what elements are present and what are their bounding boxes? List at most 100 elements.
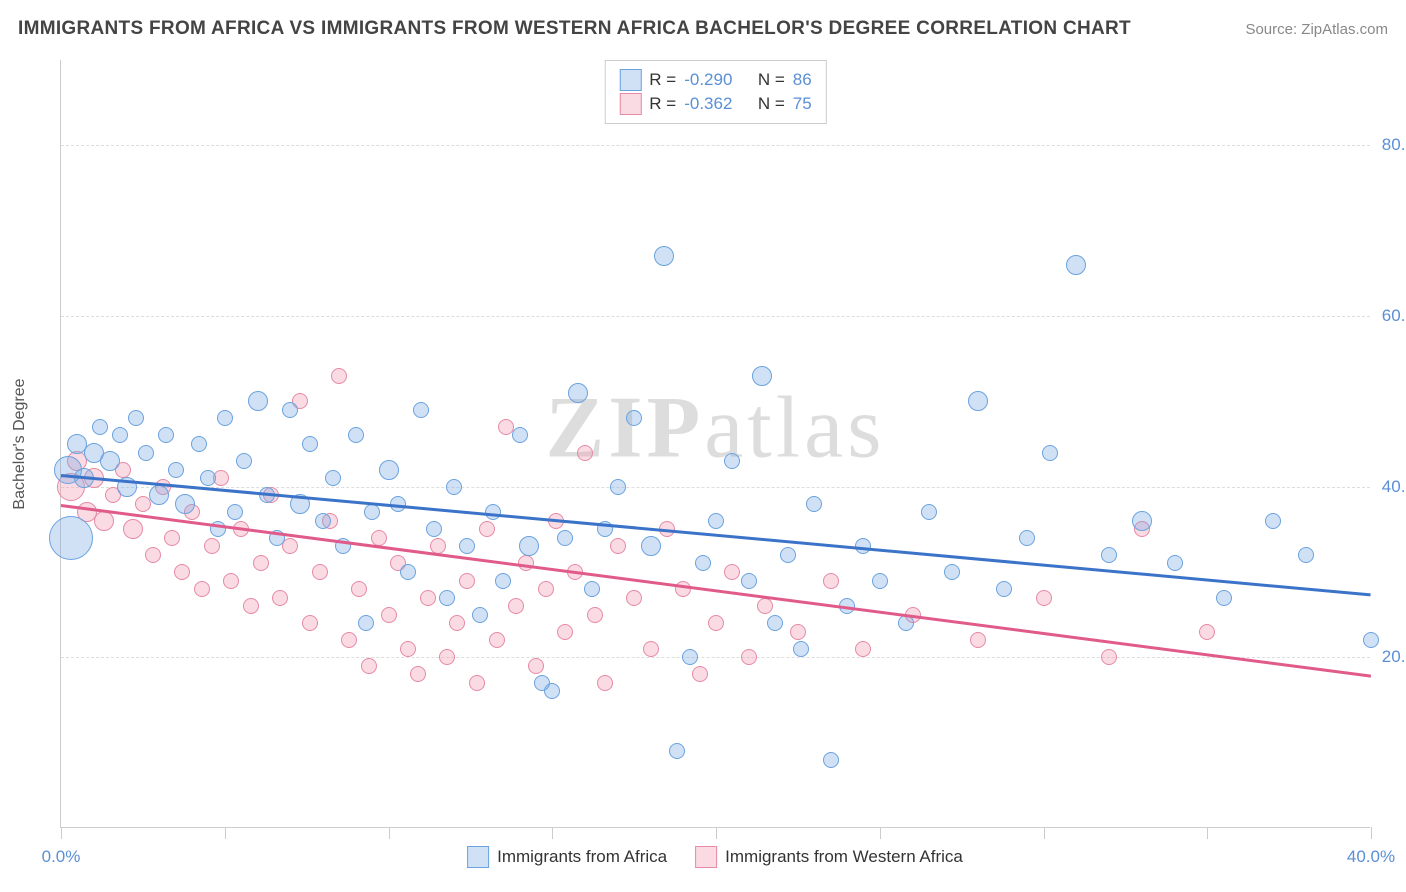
data-point: [757, 598, 773, 614]
data-point: [302, 436, 318, 452]
data-point: [626, 410, 642, 426]
trend-line: [61, 474, 1371, 596]
x-tick-label: 0.0%: [42, 847, 81, 867]
data-point: [970, 632, 986, 648]
x-tick: [880, 827, 881, 839]
data-point: [1265, 513, 1281, 529]
data-point: [138, 445, 154, 461]
data-point: [341, 632, 357, 648]
data-point: [872, 573, 888, 589]
data-point: [325, 470, 341, 486]
data-point: [413, 402, 429, 418]
x-tick: [1207, 827, 1208, 839]
data-point: [1199, 624, 1215, 640]
data-point: [669, 743, 685, 759]
data-point: [996, 581, 1012, 597]
legend-r-value-2: -0.362: [684, 94, 732, 114]
data-point: [174, 564, 190, 580]
data-point: [158, 427, 174, 443]
data-point: [282, 402, 298, 418]
data-point: [1298, 547, 1314, 563]
data-point: [248, 391, 268, 411]
data-point: [790, 624, 806, 640]
data-point: [100, 451, 120, 471]
data-point: [568, 383, 588, 403]
data-point: [439, 649, 455, 665]
data-point: [557, 624, 573, 640]
data-point: [253, 555, 269, 571]
data-point: [1101, 547, 1117, 563]
data-point: [217, 410, 233, 426]
data-point: [1216, 590, 1232, 606]
chart-title: IMMIGRANTS FROM AFRICA VS IMMIGRANTS FRO…: [18, 18, 1131, 40]
data-point: [528, 658, 544, 674]
x-tick: [389, 827, 390, 839]
data-point: [741, 573, 757, 589]
data-point: [538, 581, 554, 597]
data-point: [49, 516, 93, 560]
data-point: [204, 538, 220, 554]
data-point: [191, 436, 207, 452]
data-point: [921, 504, 937, 520]
data-point: [348, 427, 364, 443]
data-point: [654, 246, 674, 266]
x-tick: [1044, 827, 1045, 839]
data-point: [112, 427, 128, 443]
data-point: [351, 581, 367, 597]
data-point: [459, 573, 475, 589]
legend-item-1: Immigrants from Africa: [467, 846, 667, 868]
y-tick-label: 20.0%: [1375, 647, 1406, 667]
data-point: [944, 564, 960, 580]
data-point: [128, 410, 144, 426]
data-point: [741, 649, 757, 665]
data-point: [312, 564, 328, 580]
y-tick-label: 40.0%: [1375, 477, 1406, 497]
data-point: [272, 590, 288, 606]
data-point: [358, 615, 374, 631]
gridline: [61, 145, 1370, 146]
data-point: [597, 675, 613, 691]
data-point: [92, 419, 108, 435]
data-point: [587, 607, 603, 623]
data-point: [168, 462, 184, 478]
data-point: [381, 607, 397, 623]
legend-r-label: R =: [649, 94, 676, 114]
legend-row-series-2: R = -0.362 N = 75: [619, 93, 811, 115]
legend-n-label: N =: [758, 70, 785, 90]
data-point: [400, 641, 416, 657]
data-point: [682, 649, 698, 665]
legend-n-value-2: 75: [793, 94, 812, 114]
legend-n-label: N =: [758, 94, 785, 114]
data-point: [855, 641, 871, 657]
data-point: [446, 479, 462, 495]
data-point: [469, 675, 485, 691]
data-point: [489, 632, 505, 648]
legend-bottom-label-1: Immigrants from Africa: [497, 847, 667, 867]
legend-correlation-box: R = -0.290 N = 86 R = -0.362 N = 75: [604, 60, 826, 124]
data-point: [175, 494, 195, 514]
data-point: [236, 453, 252, 469]
legend-bottom-label-2: Immigrants from Western Africa: [725, 847, 963, 867]
data-point: [793, 641, 809, 657]
gridline: [61, 316, 1370, 317]
data-point: [145, 547, 161, 563]
y-axis-title: Bachelor's Degree: [11, 378, 29, 509]
x-tick: [61, 827, 62, 839]
x-tick: [1371, 827, 1372, 839]
data-point: [724, 564, 740, 580]
data-point: [282, 538, 298, 554]
data-point: [577, 445, 593, 461]
data-point: [379, 460, 399, 480]
data-point: [449, 615, 465, 631]
data-point: [371, 530, 387, 546]
legend-series-box: Immigrants from Africa Immigrants from W…: [467, 846, 963, 868]
data-point: [479, 521, 495, 537]
data-point: [767, 615, 783, 631]
data-point: [544, 683, 560, 699]
data-point: [692, 666, 708, 682]
data-point: [1167, 555, 1183, 571]
data-point: [708, 615, 724, 631]
data-point: [643, 641, 659, 657]
data-point: [200, 470, 216, 486]
legend-swatch-1: [619, 69, 641, 91]
